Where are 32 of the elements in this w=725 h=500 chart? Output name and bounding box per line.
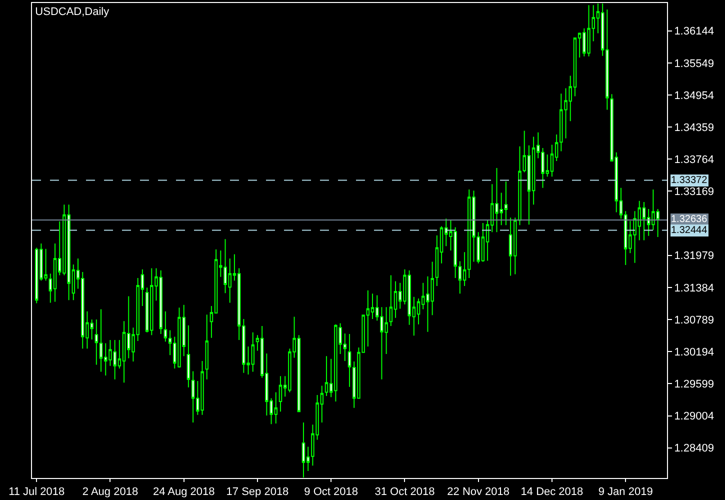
- y-tick-label: 1.33764: [674, 154, 714, 166]
- x-tick-label: 24 Aug 2018: [152, 486, 215, 498]
- candlestick: [389, 274, 393, 326]
- y-tick-label: 1.31979: [674, 250, 714, 262]
- x-tick-label: 11 Jul 2018: [8, 486, 65, 498]
- y-tick-label: 1.30789: [674, 314, 714, 326]
- y-tick-label: 1.34359: [674, 122, 714, 134]
- y-tick-label: 1.36144: [674, 26, 714, 38]
- candlestick: [642, 201, 646, 241]
- ref-line-label: 1.32444: [671, 225, 708, 236]
- y-tick-label: 1.35549: [674, 58, 714, 70]
- y-tick-label: 1.30194: [674, 346, 714, 358]
- candlestick: [205, 314, 208, 380]
- chart-title: USDCAD,Daily: [35, 6, 110, 18]
- x-tick-label: 2 Aug 2018: [82, 486, 138, 498]
- x-tick-label: 9 Jan 2019: [598, 486, 653, 498]
- x-tick-label: 17 Sep 2018: [226, 486, 289, 498]
- ref-line-label: 1.32636: [671, 214, 708, 225]
- candlestick: [278, 376, 282, 412]
- x-tick-label: 14 Dec 2018: [520, 486, 584, 498]
- x-tick-label: 22 Nov 2018: [447, 486, 510, 498]
- ref-line-label: 1.33372: [671, 175, 708, 186]
- y-tick-label: 1.28409: [674, 442, 714, 455]
- y-tick-label: 1.29599: [674, 378, 714, 391]
- x-tick-label: 9 Oct 2018: [304, 486, 358, 498]
- y-tick-label: 1.34954: [674, 90, 714, 102]
- y-tick-label: 1.29004: [674, 410, 714, 423]
- y-tick-label: 1.33169: [674, 186, 714, 198]
- candlestick: [324, 356, 328, 397]
- y-tick-label: 1.31384: [674, 282, 714, 294]
- x-tick-label: 31 Oct 2018: [374, 486, 435, 498]
- candlestick: [186, 324, 190, 388]
